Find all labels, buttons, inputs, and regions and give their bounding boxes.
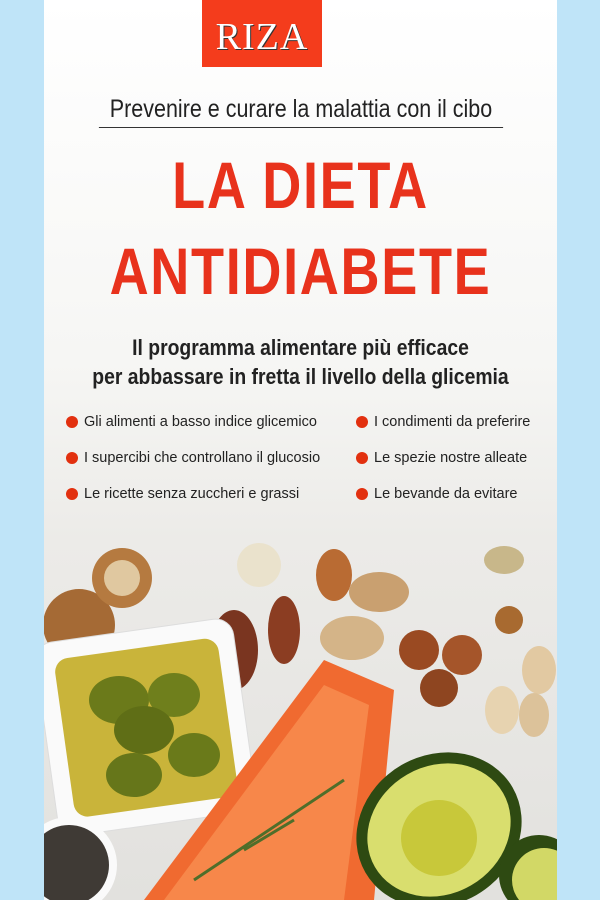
title-line-2: ANTIDIABETE	[109, 234, 492, 308]
pistachio	[519, 693, 549, 737]
food-photo	[44, 543, 557, 900]
bullet-dot-icon	[66, 416, 78, 428]
avocado-pit	[401, 800, 477, 876]
bullet-dot-icon	[356, 488, 368, 500]
bullet-dot-icon	[356, 452, 368, 464]
pistachio	[485, 686, 519, 734]
salmon-flesh	[164, 685, 369, 900]
almond	[349, 572, 409, 612]
bullet-dot-icon	[66, 488, 78, 500]
subtitle: Il programma alimentare più efficace per…	[75, 333, 526, 391]
bullet-item: I condimenti da preferire	[356, 414, 546, 430]
bullet-item: Le ricette senza zuccheri e grassi	[66, 486, 356, 502]
bullet-item: Gli alimenti a basso indice glicemico	[66, 414, 356, 430]
hazelnut	[442, 635, 482, 675]
hazelnut	[495, 606, 523, 634]
walnut-kernel	[104, 560, 140, 596]
sunflower-seeds	[484, 546, 524, 574]
title-line-1: LA DIETA	[172, 148, 429, 222]
almond	[320, 616, 384, 660]
sesame-seeds	[237, 543, 281, 587]
olive	[106, 753, 162, 797]
bullet-list: Gli alimenti a basso indice glicemico I …	[66, 414, 546, 502]
subtitle-line-1: Il programma alimentare più efficace	[132, 335, 469, 360]
avocado-flesh	[512, 848, 557, 900]
bullet-item: Le spezie nostre alleate	[356, 450, 546, 466]
bullet-dot-icon	[66, 452, 78, 464]
bullet-dot-icon	[356, 416, 368, 428]
kicker: Prevenire e curare la malattia con il ci…	[98, 95, 504, 128]
subtitle-line-2: per abbassare in fretta il livello della…	[92, 364, 509, 389]
olive	[148, 673, 200, 717]
rosemary	[193, 778, 345, 882]
pecan	[268, 596, 300, 664]
hazelnut	[420, 669, 458, 707]
olive	[168, 733, 220, 777]
olive	[114, 706, 174, 754]
almond	[316, 549, 352, 601]
book-cover: RIZA Prevenire e curare la malattia con …	[44, 0, 557, 900]
hazelnut	[399, 630, 439, 670]
chia-seeds	[44, 825, 109, 900]
bullet-item: Le bevande da evitare	[356, 486, 546, 502]
pistachio	[522, 646, 556, 694]
bullet-item: I supercibi che controllano il glucosio	[66, 450, 356, 466]
riza-logo: RIZA	[202, 0, 322, 67]
